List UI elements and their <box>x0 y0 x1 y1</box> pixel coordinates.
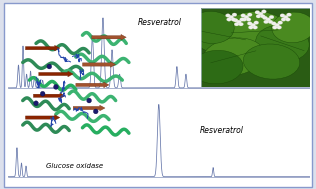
Circle shape <box>251 23 255 27</box>
Polygon shape <box>73 105 105 111</box>
Circle shape <box>234 22 239 26</box>
Text: Resveratrol: Resveratrol <box>199 125 243 135</box>
Circle shape <box>256 15 261 18</box>
Circle shape <box>275 23 279 27</box>
Polygon shape <box>33 93 65 99</box>
Polygon shape <box>92 34 126 40</box>
Circle shape <box>278 21 283 24</box>
Circle shape <box>247 22 252 25</box>
Ellipse shape <box>272 12 315 43</box>
Circle shape <box>244 15 249 19</box>
Circle shape <box>260 15 265 18</box>
Ellipse shape <box>222 12 288 51</box>
Text: Resveratrol: Resveratrol <box>138 19 181 27</box>
Polygon shape <box>82 62 116 67</box>
Ellipse shape <box>191 50 243 84</box>
Circle shape <box>262 10 266 13</box>
Circle shape <box>247 13 252 16</box>
Circle shape <box>285 18 290 21</box>
FancyBboxPatch shape <box>4 3 312 187</box>
Circle shape <box>277 26 282 29</box>
Circle shape <box>53 84 58 89</box>
Circle shape <box>241 14 246 17</box>
Circle shape <box>271 22 276 25</box>
Ellipse shape <box>193 16 252 55</box>
Circle shape <box>232 13 237 16</box>
Circle shape <box>246 18 251 21</box>
Circle shape <box>266 18 270 21</box>
Circle shape <box>240 18 245 21</box>
Circle shape <box>233 19 238 22</box>
Circle shape <box>255 11 260 14</box>
Circle shape <box>269 15 274 19</box>
Circle shape <box>264 20 269 24</box>
Polygon shape <box>76 82 109 88</box>
Circle shape <box>93 109 98 114</box>
Circle shape <box>258 12 263 16</box>
Polygon shape <box>25 115 60 120</box>
Circle shape <box>254 21 259 24</box>
Polygon shape <box>39 71 73 77</box>
Circle shape <box>236 20 241 24</box>
Ellipse shape <box>189 11 234 43</box>
Circle shape <box>226 14 230 17</box>
Ellipse shape <box>243 44 300 79</box>
Circle shape <box>239 22 243 26</box>
Polygon shape <box>25 45 60 51</box>
Circle shape <box>87 98 92 103</box>
Circle shape <box>268 20 273 24</box>
Circle shape <box>242 18 247 21</box>
Circle shape <box>47 64 52 69</box>
Circle shape <box>229 15 234 19</box>
Circle shape <box>263 16 267 20</box>
Circle shape <box>283 15 288 19</box>
Circle shape <box>40 91 45 96</box>
Ellipse shape <box>203 38 264 76</box>
Circle shape <box>253 26 258 29</box>
Circle shape <box>231 18 236 21</box>
Ellipse shape <box>256 25 309 61</box>
Circle shape <box>272 26 277 29</box>
Circle shape <box>248 26 253 29</box>
Circle shape <box>281 18 286 21</box>
Text: Glucose oxidase: Glucose oxidase <box>46 163 103 169</box>
Circle shape <box>280 14 285 17</box>
Circle shape <box>227 18 231 21</box>
Circle shape <box>287 13 291 16</box>
Circle shape <box>33 101 39 106</box>
